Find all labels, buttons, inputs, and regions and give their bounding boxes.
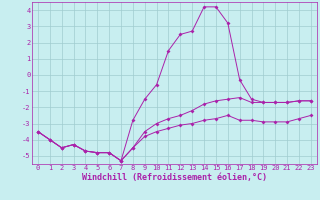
X-axis label: Windchill (Refroidissement éolien,°C): Windchill (Refroidissement éolien,°C) <box>82 173 267 182</box>
